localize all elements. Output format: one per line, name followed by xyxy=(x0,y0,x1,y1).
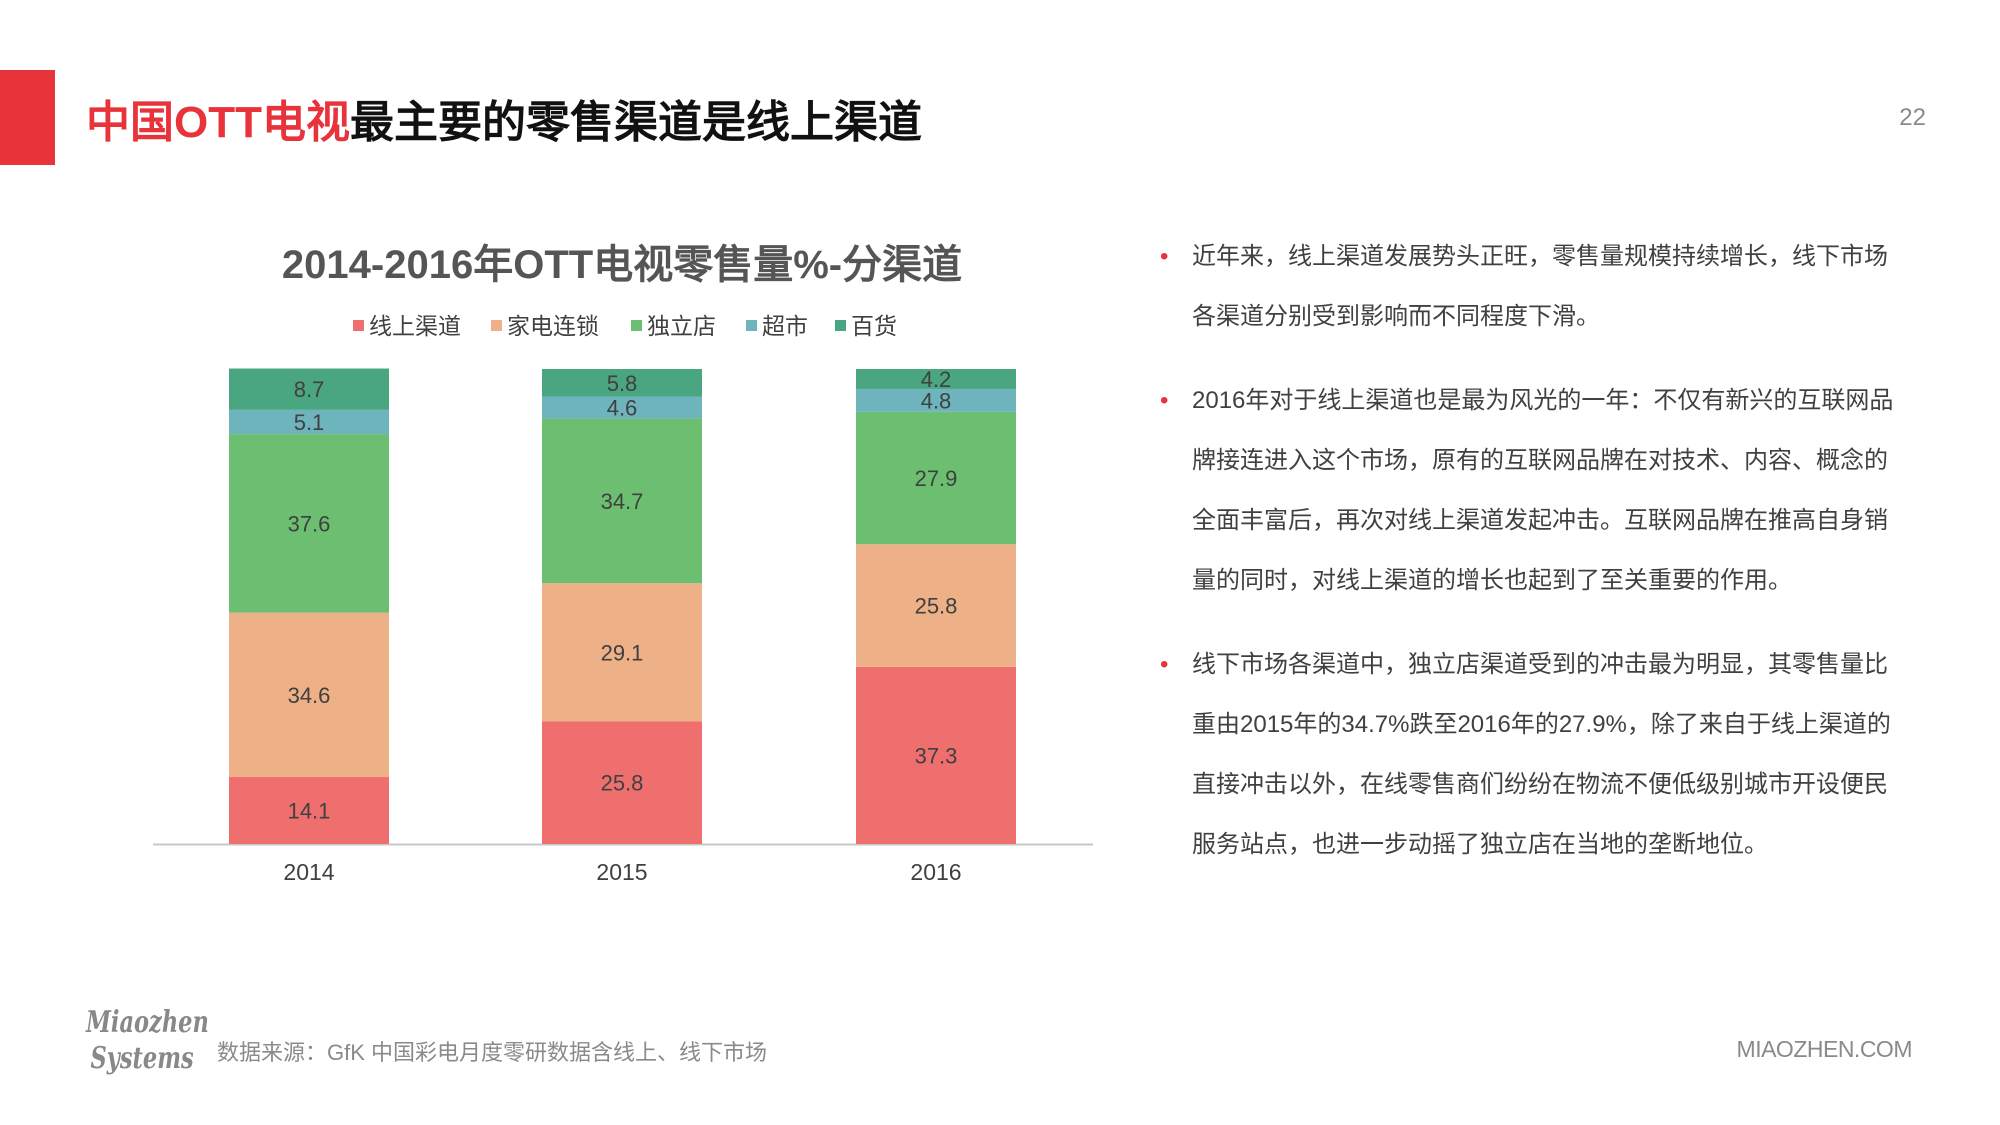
data-source: 数据来源：GfK 中国彩电月度零研数据含线上、线下市场 xyxy=(217,1040,768,1065)
bar-segment xyxy=(856,388,1016,412)
data-label: 37.6 xyxy=(288,511,331,536)
legend-label: 独立店 xyxy=(647,313,716,339)
data-label: 34.7 xyxy=(601,489,644,514)
data-label: 4.8 xyxy=(921,388,952,413)
bar-segment xyxy=(229,368,389,410)
legend-swatch xyxy=(746,320,757,331)
data-label: 4.6 xyxy=(607,395,638,420)
bullet-text: 近年来，线上渠道发展势头正旺，零售量规模持续增长，线下市场各渠道分别受到影响而不… xyxy=(1192,243,1888,330)
data-label: 5.8 xyxy=(607,371,638,396)
bar-segment xyxy=(542,721,702,844)
data-label: 4.2 xyxy=(921,367,952,392)
company-logo: Miaozhen Systems xyxy=(86,1005,209,1077)
bullet-dot: • xyxy=(1160,243,1169,270)
data-label: 34.6 xyxy=(288,683,331,708)
title-part-2: OTT电视 xyxy=(174,98,350,147)
bar-segment xyxy=(229,409,389,435)
bullet-item: • 线下市场各渠道中，独立店渠道受到的冲击最为明显，其零售量比重由2015年的34… xyxy=(1158,635,1898,875)
logo-line-2: Systems xyxy=(90,1041,194,1076)
bar-segment xyxy=(542,418,702,584)
bullet-item: • 2016年对于线上渠道也是最为风光的一年：不仅有新兴的互联网品牌接连进入这个市… xyxy=(1158,371,1898,611)
legend-swatch xyxy=(835,320,846,331)
x-tick-label: 2014 xyxy=(283,859,334,885)
bar-segment xyxy=(229,434,389,613)
legend-label: 线上渠道 xyxy=(369,313,461,339)
data-label: 27.9 xyxy=(915,466,958,491)
page-title: 中国OTT电视最主要的零售渠道是线上渠道 xyxy=(86,86,922,150)
bullet-dot: • xyxy=(1160,387,1169,414)
title-part-3: 最主要的零售渠道是线上渠道 xyxy=(349,98,922,147)
legend-swatch xyxy=(631,320,642,331)
bar-segment xyxy=(856,411,1016,545)
page-number: 22 xyxy=(1899,104,1926,131)
data-label: 25.8 xyxy=(601,771,644,796)
legend-swatch xyxy=(353,320,364,331)
data-label: 29.1 xyxy=(601,640,644,665)
data-label: 5.1 xyxy=(294,410,325,435)
bullet-list: • 近年来，线上渠道发展势头正旺，零售量规模持续增长，线下市场各渠道分别受到影响而… xyxy=(1158,227,1898,899)
title-part-1: 中国 xyxy=(86,98,174,147)
bar-segment xyxy=(856,666,1016,844)
bullet-text: 线下市场各渠道中，独立店渠道受到的冲击最为明显，其零售量比重由2015年的34.… xyxy=(1192,651,1891,858)
bar-segment xyxy=(229,777,389,844)
bar-segment xyxy=(542,396,702,419)
bar-segment xyxy=(542,583,702,722)
website-url: MIAOZHEN.COM xyxy=(1736,1036,1913,1062)
logo-line-1: Miaozhen xyxy=(86,1005,209,1040)
x-tick-label: 2016 xyxy=(910,859,961,885)
legend-label: 超市 xyxy=(762,313,808,339)
bar-segment xyxy=(856,544,1016,667)
bullet-dot: • xyxy=(1160,651,1169,678)
data-label: 14.1 xyxy=(288,799,331,824)
x-tick-label: 2015 xyxy=(596,859,647,885)
data-label: 37.3 xyxy=(915,743,958,768)
bar-segment xyxy=(542,369,702,397)
data-label: 25.8 xyxy=(915,594,958,619)
legend-label: 家电连锁 xyxy=(507,313,599,339)
bar-segment xyxy=(856,369,1016,389)
data-label: 8.7 xyxy=(294,377,325,402)
title-accent-bar xyxy=(0,70,55,165)
legend-label: 百货 xyxy=(851,313,897,339)
bullet-item: • 近年来，线上渠道发展势头正旺，零售量规模持续增长，线下市场各渠道分别受到影响而… xyxy=(1158,227,1898,347)
chart-title: 2014-2016年OTT电视零售量%-分渠道 xyxy=(282,243,962,287)
bullet-text: 2016年对于线上渠道也是最为风光的一年：不仅有新兴的互联网品牌接连进入这个市场… xyxy=(1192,387,1894,594)
legend-swatch xyxy=(491,320,502,331)
bar-segment xyxy=(229,612,389,778)
